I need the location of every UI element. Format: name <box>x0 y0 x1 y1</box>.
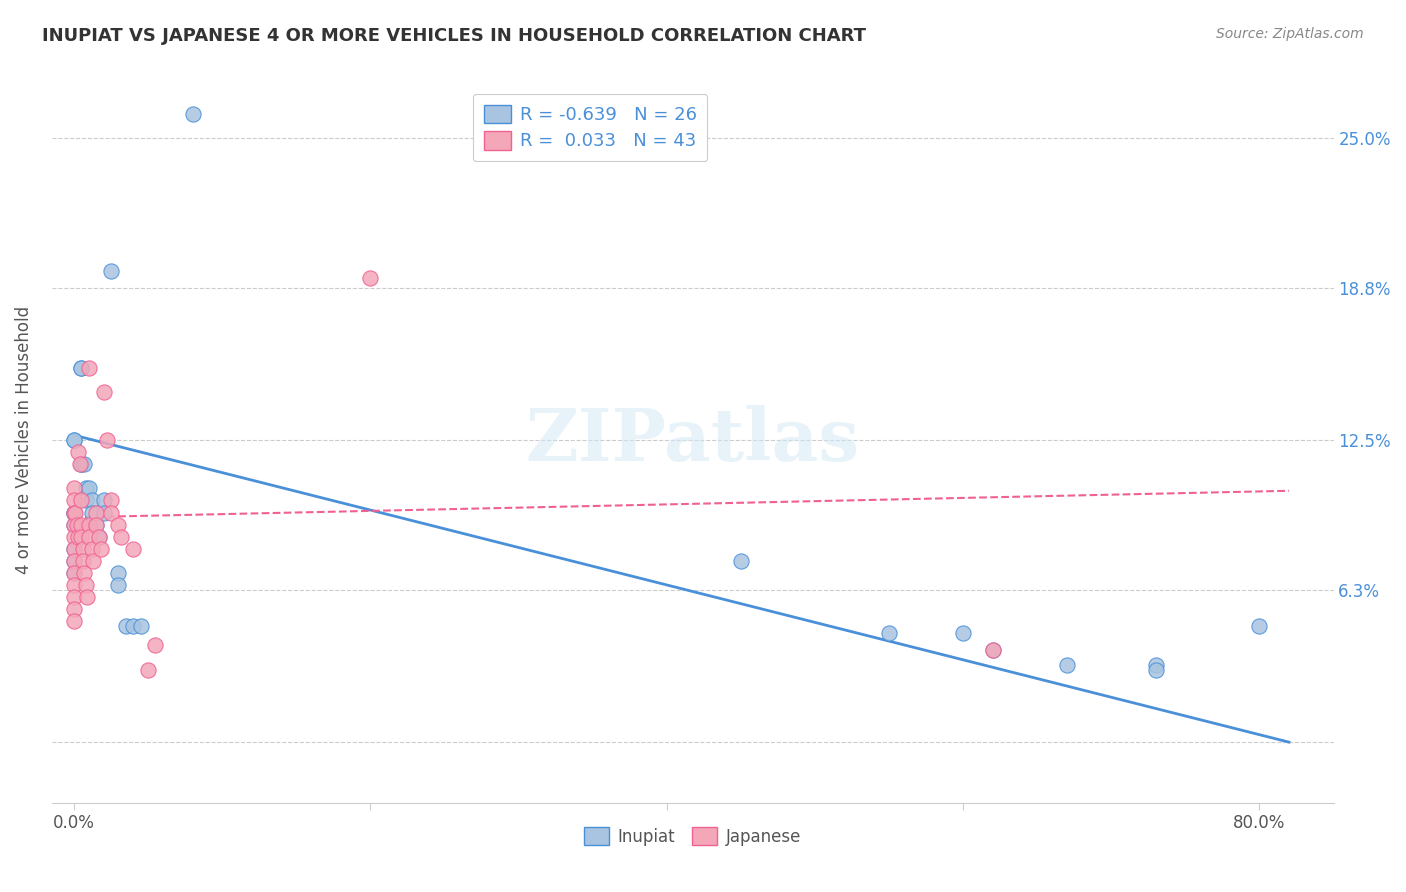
Point <box>63 541 86 556</box>
Point <box>84 517 107 532</box>
Point <box>80 541 103 556</box>
Point <box>70 360 93 375</box>
Point <box>80 493 103 508</box>
Point <box>93 384 115 399</box>
Point <box>77 481 100 495</box>
Point <box>72 554 94 568</box>
Point <box>65 506 87 520</box>
Point <box>100 493 122 508</box>
Point <box>877 626 900 640</box>
Point <box>122 541 145 556</box>
Point <box>1056 657 1078 672</box>
Point <box>84 506 107 520</box>
Point <box>63 506 86 520</box>
Point <box>981 643 1004 657</box>
Point <box>69 457 91 471</box>
Point <box>730 554 752 568</box>
Text: ZIPatlas: ZIPatlas <box>526 404 859 475</box>
Point <box>63 554 86 568</box>
Point <box>70 530 93 544</box>
Point <box>1144 663 1167 677</box>
Point <box>63 566 86 580</box>
Point <box>115 619 138 633</box>
Point <box>181 106 204 120</box>
Text: Source: ZipAtlas.com: Source: ZipAtlas.com <box>1216 27 1364 41</box>
Point <box>145 639 167 653</box>
Point <box>73 566 96 580</box>
Point <box>77 360 100 375</box>
Point <box>63 506 86 520</box>
Point <box>63 506 86 520</box>
Point <box>107 578 129 592</box>
Point <box>84 517 107 532</box>
Point <box>70 493 93 508</box>
Point <box>359 271 381 285</box>
Point <box>96 433 118 447</box>
Point <box>63 541 86 556</box>
Point <box>82 554 104 568</box>
Point <box>63 517 86 532</box>
Point <box>63 433 86 447</box>
Point <box>80 506 103 520</box>
Point <box>72 541 94 556</box>
Point <box>70 360 93 375</box>
Point <box>70 457 93 471</box>
Point <box>952 626 974 640</box>
Legend: R = -0.639   N = 26, R =  0.033   N = 43: R = -0.639 N = 26, R = 0.033 N = 43 <box>472 94 707 161</box>
Point <box>89 530 111 544</box>
Point <box>122 619 145 633</box>
Point <box>73 457 96 471</box>
Point <box>67 530 90 544</box>
Point <box>136 663 159 677</box>
Point <box>75 578 97 592</box>
Point <box>90 541 112 556</box>
Point <box>107 517 129 532</box>
Point <box>63 590 86 604</box>
Point <box>75 481 97 495</box>
Point <box>63 554 86 568</box>
Point <box>89 530 111 544</box>
Point <box>129 619 152 633</box>
Point <box>1144 657 1167 672</box>
Point <box>63 602 86 616</box>
Point <box>100 264 122 278</box>
Point <box>63 481 86 495</box>
Point <box>76 590 98 604</box>
Point <box>63 433 86 447</box>
Point <box>75 493 97 508</box>
Point <box>1249 619 1271 633</box>
Point <box>67 445 90 459</box>
Point <box>63 615 86 629</box>
Point <box>63 530 86 544</box>
Point <box>63 493 86 508</box>
Point <box>93 506 115 520</box>
Point <box>70 517 93 532</box>
Point <box>70 457 93 471</box>
Point <box>77 530 100 544</box>
Y-axis label: 4 or more Vehicles in Household: 4 or more Vehicles in Household <box>15 306 32 574</box>
Text: INUPIAT VS JAPANESE 4 OR MORE VEHICLES IN HOUSEHOLD CORRELATION CHART: INUPIAT VS JAPANESE 4 OR MORE VEHICLES I… <box>42 27 866 45</box>
Point <box>110 530 132 544</box>
Point <box>77 517 100 532</box>
Point <box>100 506 122 520</box>
Point <box>63 566 86 580</box>
Point <box>107 566 129 580</box>
Point <box>981 643 1004 657</box>
Point <box>63 578 86 592</box>
Point <box>66 517 89 532</box>
Point <box>63 517 86 532</box>
Point <box>93 493 115 508</box>
